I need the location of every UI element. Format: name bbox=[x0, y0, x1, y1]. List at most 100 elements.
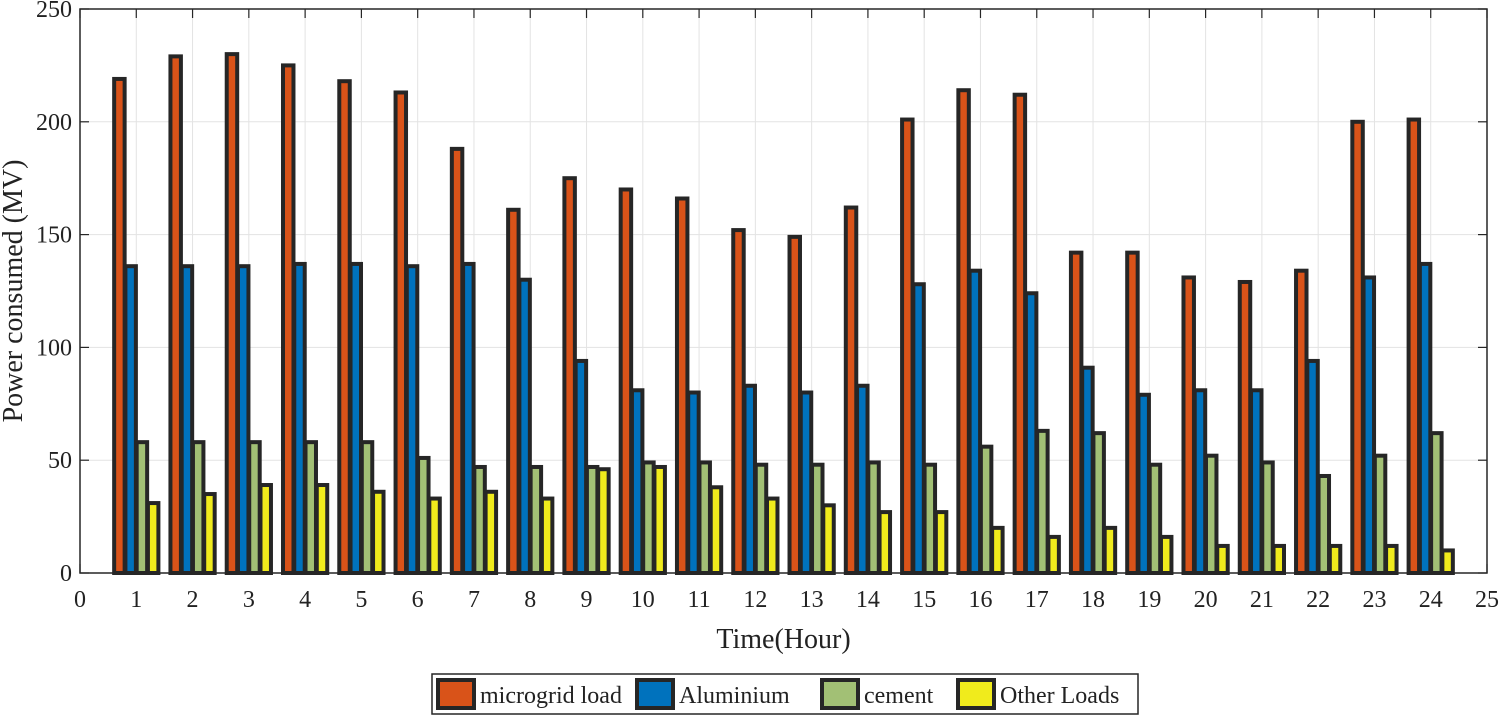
bar-cement-1 bbox=[134, 440, 150, 576]
y-axis-title: Power consumed (MV) bbox=[0, 160, 29, 423]
bar-microgrid-load-17 bbox=[1012, 92, 1028, 575]
x-tick-label: 0 bbox=[74, 587, 86, 613]
bar-other-loads-8 bbox=[539, 496, 555, 575]
bar-other-loads-22 bbox=[1327, 543, 1343, 575]
x-tick-label: 25 bbox=[1475, 587, 1499, 613]
legend-swatch-microgrid-load bbox=[436, 678, 476, 710]
bar-cement-10 bbox=[641, 460, 656, 575]
bar-microgrid-load-22 bbox=[1294, 268, 1309, 575]
bar-cement-3 bbox=[247, 440, 262, 576]
plot-frame bbox=[79, 8, 1488, 574]
x-tick-label: 10 bbox=[631, 587, 655, 613]
x-tick-label: 4 bbox=[299, 587, 311, 613]
bar-cement-7 bbox=[472, 464, 487, 575]
legend-box bbox=[431, 673, 1139, 715]
bar-microgrid-load-9 bbox=[562, 176, 577, 575]
bar-other-loads-5 bbox=[371, 489, 386, 575]
bar-microgrid-load-6 bbox=[393, 90, 409, 576]
bar-cement-4 bbox=[303, 440, 318, 576]
bar-microgrid-load-23 bbox=[1350, 119, 1365, 576]
legend-label-microgrid-load: microgrid load bbox=[480, 683, 622, 709]
bar-microgrid-load-15 bbox=[900, 117, 915, 575]
bar-microgrid-load-4 bbox=[281, 63, 296, 576]
bar-microgrid-load-2 bbox=[168, 54, 183, 576]
x-tick-label: 5 bbox=[355, 587, 367, 613]
bar-aluminium-9 bbox=[573, 358, 589, 575]
x-tick-label: 19 bbox=[1137, 587, 1161, 613]
x-tick-label: 15 bbox=[912, 587, 936, 613]
bar-aluminium-13 bbox=[798, 390, 814, 575]
bar-other-loads-19 bbox=[1158, 534, 1174, 575]
bar-other-loads-2 bbox=[202, 492, 217, 576]
bar-cement-6 bbox=[416, 455, 431, 575]
y-tick-label: 150 bbox=[36, 223, 72, 249]
legend-label-cement: cement bbox=[864, 683, 934, 709]
bar-microgrid-load-8 bbox=[506, 207, 521, 575]
x-tick-label: 14 bbox=[856, 587, 880, 613]
bar-cement-2 bbox=[190, 440, 206, 576]
bar-cement-13 bbox=[810, 462, 825, 576]
x-tick-label: 23 bbox=[1362, 587, 1386, 613]
x-tick-label: 16 bbox=[968, 587, 992, 613]
bar-aluminium-21 bbox=[1249, 388, 1264, 575]
legend-swatch-other-loads bbox=[956, 678, 996, 710]
bar-microgrid-load-11 bbox=[674, 196, 690, 575]
x-tick-label: 6 bbox=[412, 587, 424, 613]
bar-aluminium-24 bbox=[1417, 261, 1433, 575]
axis-ticks: 0 1 2 3 4 5 6 7 8 9 10 11 12 13 14 15 16 17 18 19 20 21 22 23 24… bbox=[36, 0, 1499, 613]
bar-other-loads-12 bbox=[765, 496, 780, 575]
bar-other-loads-4 bbox=[314, 483, 330, 575]
bar-aluminium-19 bbox=[1136, 392, 1151, 575]
bar-cement-5 bbox=[359, 440, 375, 576]
bar-aluminium-11 bbox=[686, 390, 701, 575]
bar-cement-15 bbox=[922, 462, 938, 576]
bar-aluminium-17 bbox=[1023, 291, 1039, 575]
bar-microgrid-load-20 bbox=[1181, 275, 1196, 575]
bar-other-loads-23 bbox=[1384, 543, 1399, 575]
y-tick-label: 100 bbox=[36, 335, 72, 361]
bar-cement-12 bbox=[753, 462, 769, 576]
bar-other-loads-11 bbox=[708, 485, 724, 575]
legend: microgrid load Aluminium cement Other Loads bbox=[431, 673, 1139, 715]
bar-aluminium-5 bbox=[348, 261, 364, 575]
x-tick-label: 18 bbox=[1081, 587, 1105, 613]
bar-cement-23 bbox=[1372, 453, 1388, 575]
bar-aluminium-4 bbox=[292, 261, 307, 575]
bar-aluminium-23 bbox=[1361, 275, 1377, 575]
bar-aluminium-12 bbox=[742, 383, 757, 576]
legend-label-aluminium: Aluminium bbox=[679, 683, 790, 709]
bar-aluminium-14 bbox=[855, 383, 870, 576]
x-tick-label: 9 bbox=[581, 587, 593, 613]
x-tick-label: 3 bbox=[243, 587, 255, 613]
bar-other-loads-24 bbox=[1440, 548, 1455, 576]
x-tick-label: 20 bbox=[1194, 587, 1218, 613]
bar-cement-20 bbox=[1203, 453, 1219, 575]
bar-microgrid-load-21 bbox=[1237, 279, 1253, 575]
x-tick-label: 24 bbox=[1419, 587, 1443, 613]
bar-aluminium-10 bbox=[629, 388, 645, 575]
x-tick-label: 2 bbox=[187, 587, 199, 613]
x-tick-label: 22 bbox=[1306, 587, 1330, 613]
bar-microgrid-load-5 bbox=[337, 79, 352, 576]
bar-microgrid-load-10 bbox=[618, 187, 634, 575]
bar-aluminium-18 bbox=[1080, 365, 1095, 576]
bar-aluminium-1 bbox=[123, 264, 138, 575]
bar-other-loads-21 bbox=[1271, 543, 1286, 575]
bar-other-loads-7 bbox=[483, 489, 499, 575]
bar-microgrid-load-14 bbox=[843, 205, 859, 575]
x-tick-label: 21 bbox=[1250, 587, 1274, 613]
bar-aluminium-6 bbox=[404, 264, 420, 575]
bar-cement-16 bbox=[978, 444, 994, 575]
bar-microgrid-load-18 bbox=[1068, 250, 1084, 575]
bar-other-loads-15 bbox=[933, 510, 949, 576]
bar-aluminium-2 bbox=[179, 264, 195, 575]
bar-aluminium-3 bbox=[235, 264, 251, 575]
bar-cement-19 bbox=[1147, 462, 1163, 576]
x-tick-label: 1 bbox=[130, 587, 142, 613]
bar-cement-11 bbox=[697, 460, 712, 575]
y-tick-label: 200 bbox=[36, 110, 72, 136]
bar-cement-9 bbox=[584, 464, 600, 575]
bar-aluminium-7 bbox=[461, 261, 476, 575]
bar-microgrid-load-24 bbox=[1406, 117, 1422, 575]
